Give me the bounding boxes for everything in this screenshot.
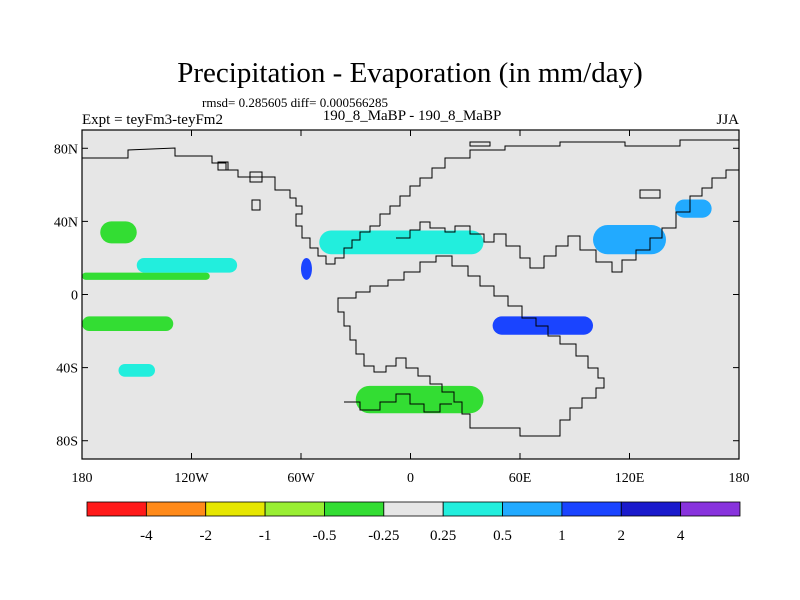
coastline-island-4	[469, 141, 491, 147]
y-tick-label-3: 40S	[56, 362, 78, 377]
coastline-island-5	[639, 189, 661, 199]
x-tick-label-4: 60E	[509, 471, 532, 486]
colorbar-swatch-0	[86, 501, 147, 517]
anomaly-tropical-pacific-band	[82, 316, 174, 332]
colorbar-swatch-2	[205, 501, 266, 517]
colorbar-label-8: 2	[618, 528, 626, 544]
colorbar-swatch-3	[264, 501, 325, 517]
stats-label: rmsd= 0.285605 diff= 0.000566285	[202, 95, 388, 110]
coastline-island-2	[249, 171, 263, 183]
x-tick-label-3: 0	[407, 471, 414, 486]
colorbar-swatch-9	[620, 501, 682, 517]
coastline-island-3	[251, 199, 261, 211]
anomaly-far-east-cells	[675, 199, 712, 218]
season-label: JJA	[716, 112, 739, 128]
colorbar-swatch-4	[324, 501, 385, 517]
x-tick-label-0: 180	[72, 471, 93, 486]
coastline-north-america	[82, 147, 380, 265]
colorbar-swatch-1	[145, 501, 207, 517]
anomaly-southern-ocean-band	[355, 385, 484, 414]
colorbar-swatch-7	[502, 501, 563, 517]
colorbar-label-1: -2	[199, 528, 212, 544]
anomaly-central-america-core	[301, 257, 312, 280]
anomaly-asia-monsoon-cluster	[593, 225, 666, 255]
colorbar-label-5: 0.25	[430, 528, 456, 544]
map-panel	[81, 129, 740, 460]
y-tick-label-4: 80S	[56, 435, 78, 450]
colorbar-label-3: -0.5	[313, 528, 337, 544]
colorbar-label-4: -0.25	[368, 528, 399, 544]
coastline-layer	[82, 139, 739, 437]
x-tick-label-1: 120W	[174, 471, 209, 486]
axes: 180 120W 60W 0 60E 120E 180 80N 40N 0 40S 80S	[54, 130, 750, 486]
y-tick-label-0: 80N	[54, 142, 78, 157]
anomaly-n-pacific-east-band	[136, 257, 238, 273]
colorbar-swatch-6	[442, 501, 503, 517]
coastline-island-1	[217, 161, 229, 171]
coastline-south-polar	[344, 393, 452, 413]
colorbar-label-2: -1	[259, 528, 272, 544]
anomaly-s-pacific-blob	[118, 363, 155, 377]
colorbar-label-6: 0.5	[493, 528, 512, 544]
chart-title: Precipitation - Evaporation (in mm/day)	[177, 57, 643, 89]
colorbar-label-0: -4	[140, 528, 153, 544]
anomaly-layer	[82, 199, 712, 414]
colorbar: -4 -2 -1 -0.5 -0.25 0.25 0.5 1 2 4	[86, 501, 741, 544]
coastline-south-landmass	[337, 255, 605, 437]
colorbar-label-7: 1	[558, 528, 566, 544]
colorbar-label-9: 4	[677, 528, 685, 544]
colorbar-swatch-10	[680, 501, 741, 517]
experiment-label: Expt = teyFm3-teyFm2	[82, 112, 223, 128]
x-tick-label-6: 180	[729, 471, 750, 486]
y-tick-label-1: 40N	[54, 215, 78, 230]
anomaly-n-pacific-midlat-blob	[100, 221, 137, 244]
case-label: 190_8_MaBP - 190_8_MaBP	[323, 108, 502, 124]
anomaly-n-pacific-subtropical-band	[82, 272, 210, 280]
y-tick-label-2: 0	[71, 289, 78, 304]
x-tick-label-5: 120E	[615, 471, 645, 486]
colorbar-swatch-8	[561, 501, 622, 517]
x-tick-label-2: 60W	[287, 471, 315, 486]
coastline-eurasia-south	[396, 169, 739, 273]
coastline-north-asia	[379, 139, 739, 226]
colorbar-swatch-5	[383, 501, 444, 517]
